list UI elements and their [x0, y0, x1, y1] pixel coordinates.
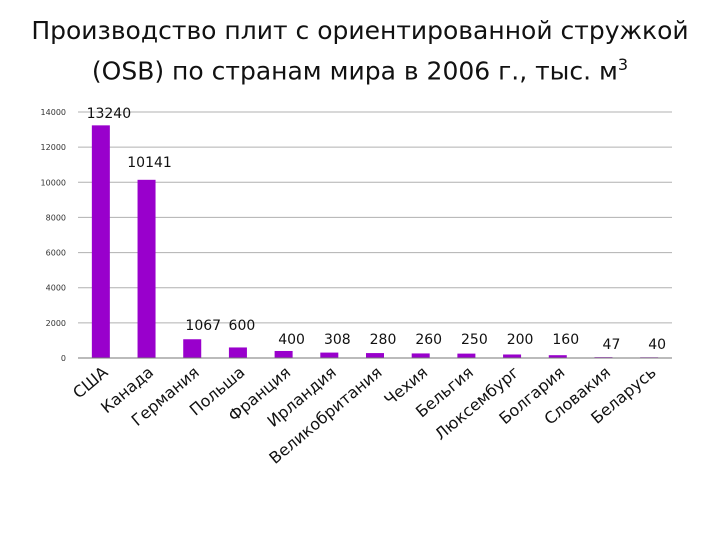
category-labels: СШАКанадаГерманияПольшаФранцияИрландияВе…	[69, 362, 660, 467]
y-tick-label: 2000	[46, 319, 66, 328]
chart-title-line1: Производство плит с ориентированной стру…	[31, 16, 689, 45]
bar	[366, 353, 384, 358]
data-label: 160	[552, 332, 579, 348]
data-label: 40	[648, 337, 666, 353]
data-label: 600	[229, 318, 256, 334]
data-label: 308	[324, 332, 351, 348]
y-tick-label: 8000	[46, 213, 66, 222]
bar	[137, 179, 156, 358]
bar	[503, 354, 522, 358]
data-label: 10141	[127, 155, 172, 171]
bar	[228, 347, 247, 358]
data-label: 260	[415, 332, 442, 348]
data-labels: 13240 10141 1067 600 400 308 280 260 250 200 160 47…	[87, 106, 666, 353]
bar	[320, 352, 339, 358]
y-tick-label: 10000	[41, 178, 66, 187]
y-tick-label: 14000	[41, 108, 66, 117]
data-label: 200	[507, 332, 534, 348]
data-label: 250	[461, 332, 488, 348]
data-label: 13240	[87, 106, 132, 122]
bar	[274, 350, 293, 358]
data-label: 1067	[185, 318, 221, 334]
data-label: 47	[603, 337, 621, 353]
chart-title-line2: (OSB) по странам мира в 2006 г., тыс. м3	[0, 48, 720, 88]
y-tick-label: 4000	[46, 284, 66, 293]
gridlines	[78, 111, 672, 324]
bar	[91, 125, 110, 359]
data-label: 400	[278, 332, 305, 348]
data-label: 280	[370, 332, 397, 348]
y-axis-ticks: 0 2000 4000 6000 8000 10000 12000 14000	[41, 108, 66, 363]
bar	[183, 339, 202, 358]
bar	[457, 353, 476, 358]
bar	[411, 353, 430, 358]
y-tick-label: 6000	[46, 249, 66, 258]
chart-title: Производство плит с ориентированной стру…	[0, 14, 720, 88]
y-tick-label: 12000	[41, 143, 66, 152]
bars	[91, 125, 659, 359]
bar	[548, 355, 567, 358]
chart-title-superscript: 3	[617, 55, 629, 74]
y-tick-label: 0	[61, 354, 66, 363]
chart-title-line2-text: (OSB) по странам мира в 2006 г., тыс. м	[91, 56, 618, 86]
